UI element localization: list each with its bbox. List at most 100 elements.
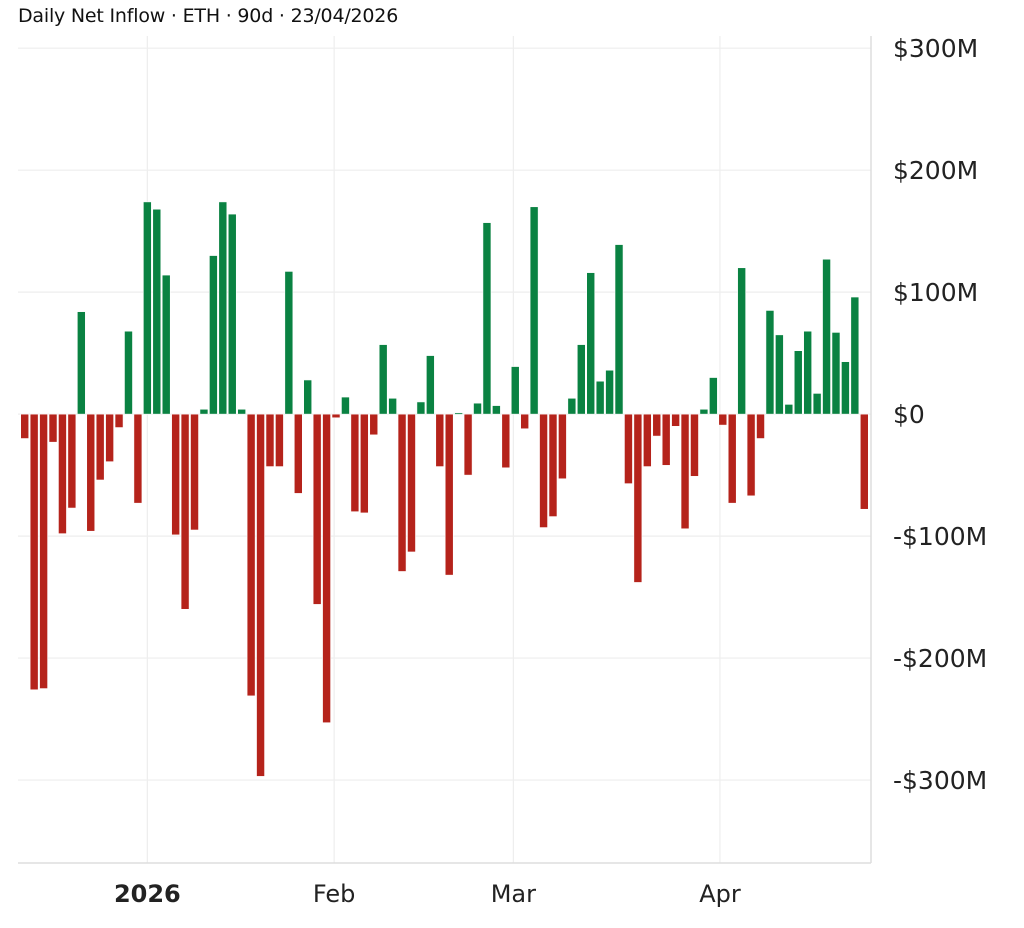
outflow-bar <box>86 413 96 532</box>
outflow-bar <box>246 413 256 697</box>
inflow-bar <box>378 344 388 415</box>
inflow-bar <box>237 408 247 415</box>
outflow-bar <box>29 413 39 691</box>
inflow-bar <box>775 334 784 415</box>
inflow-bar <box>850 296 860 415</box>
inflow-bar <box>841 361 850 415</box>
inflow-bar <box>143 201 152 415</box>
outflow-bar <box>293 413 303 494</box>
inflow-bar <box>482 222 492 415</box>
inflow-bar <box>822 258 831 415</box>
outflow-bar <box>548 413 558 517</box>
y-tick-label: $200M <box>893 156 978 185</box>
outflow-bar <box>397 413 407 572</box>
outflow-bar <box>624 413 633 484</box>
y-tick-label: -$300M <box>893 766 987 795</box>
inflow-bar <box>218 201 228 415</box>
y-tick-label: $100M <box>893 278 978 307</box>
x-tick-label: Mar <box>491 880 536 908</box>
outflow-bar <box>652 413 662 437</box>
inflow-bar <box>199 408 209 415</box>
outflow-bar <box>265 413 275 467</box>
outflow-bar <box>369 413 379 436</box>
outflow-bar <box>48 413 58 443</box>
inflow-bar <box>699 408 709 415</box>
outflow-bar <box>95 413 105 481</box>
outflow-bar <box>322 413 331 724</box>
outflow-bar <box>661 413 671 466</box>
outflow-bar <box>256 413 265 777</box>
outflow-bar <box>633 413 643 583</box>
y-tick-label: $300M <box>893 34 978 63</box>
inflow-bar <box>473 402 482 415</box>
inflow-bar <box>793 350 803 415</box>
inflow-bar <box>765 310 775 415</box>
inflow-bar <box>341 396 350 415</box>
outflow-bar <box>105 413 114 462</box>
x-tick-label: Apr <box>699 880 741 908</box>
x-tick-label: 2026 <box>114 880 181 908</box>
outflow-bar <box>67 413 77 509</box>
tick-labels: $300M $200M $100M $0 -$100M -$200M -$300M 2026 F… <box>114 34 987 908</box>
inflow-bar <box>388 397 397 415</box>
outflow-bar <box>275 413 284 467</box>
outflow-bar <box>312 413 322 605</box>
inflow-bar <box>737 267 746 415</box>
outflow-bar <box>746 413 756 497</box>
inflow-bar <box>161 274 171 415</box>
chart-title: Daily Net Inflow · ETH · 90d · 23/04/202… <box>18 5 399 27</box>
outflow-bar <box>558 413 567 480</box>
inflow-bar <box>284 271 294 415</box>
inflow-bar <box>492 405 501 415</box>
outflow-bar <box>718 413 728 426</box>
outflow-bar <box>756 413 765 439</box>
outflow-bar <box>359 413 369 514</box>
outflow-bar <box>520 413 530 430</box>
outflow-bar <box>58 413 67 534</box>
inflow-bar <box>812 393 822 415</box>
inflow-bar <box>124 330 133 415</box>
outflow-bar <box>690 413 699 477</box>
inflow-bar <box>595 380 605 415</box>
outflow-bar <box>39 413 48 689</box>
outflow-bar <box>444 413 454 576</box>
outflow-bar <box>859 413 869 510</box>
outflow-bar <box>350 413 360 513</box>
inflow-bar <box>576 344 586 415</box>
axes <box>18 36 872 864</box>
x-tick-label: Feb <box>313 880 356 908</box>
outflow-bar <box>435 413 445 467</box>
inflow-bar <box>614 244 624 415</box>
inflow-bar <box>77 311 86 415</box>
outflow-bar <box>331 413 341 419</box>
outflow-bar <box>171 413 180 536</box>
inflow-bar <box>567 397 577 415</box>
inflow-bar <box>227 213 237 415</box>
y-tick-label: -$200M <box>893 644 987 673</box>
outflow-bar <box>642 413 652 467</box>
outflow-bar <box>114 413 124 428</box>
gridlines <box>18 36 871 863</box>
outflow-bar <box>671 413 680 427</box>
inflow-bar <box>586 272 596 415</box>
inflow-bar <box>784 404 794 415</box>
inflow-bar <box>454 412 463 415</box>
inflow-bar <box>152 208 162 415</box>
inflow-bar <box>209 255 218 415</box>
outflow-bar <box>680 413 690 530</box>
outflow-bar <box>190 413 199 531</box>
inflow-bar <box>426 355 435 415</box>
outflow-bar <box>407 413 416 553</box>
outflow-bar <box>727 413 737 504</box>
inflow-bar <box>303 379 313 415</box>
inflow-bar <box>803 330 813 415</box>
inflow-bar <box>510 366 520 415</box>
inflow-bar <box>709 377 718 415</box>
outflow-bar <box>463 413 473 476</box>
y-tick-label: -$100M <box>893 522 987 551</box>
y-tick-label: $0 <box>893 400 925 429</box>
inflow-bar <box>416 401 426 415</box>
bars <box>20 201 869 777</box>
outflow-bar <box>180 413 190 610</box>
